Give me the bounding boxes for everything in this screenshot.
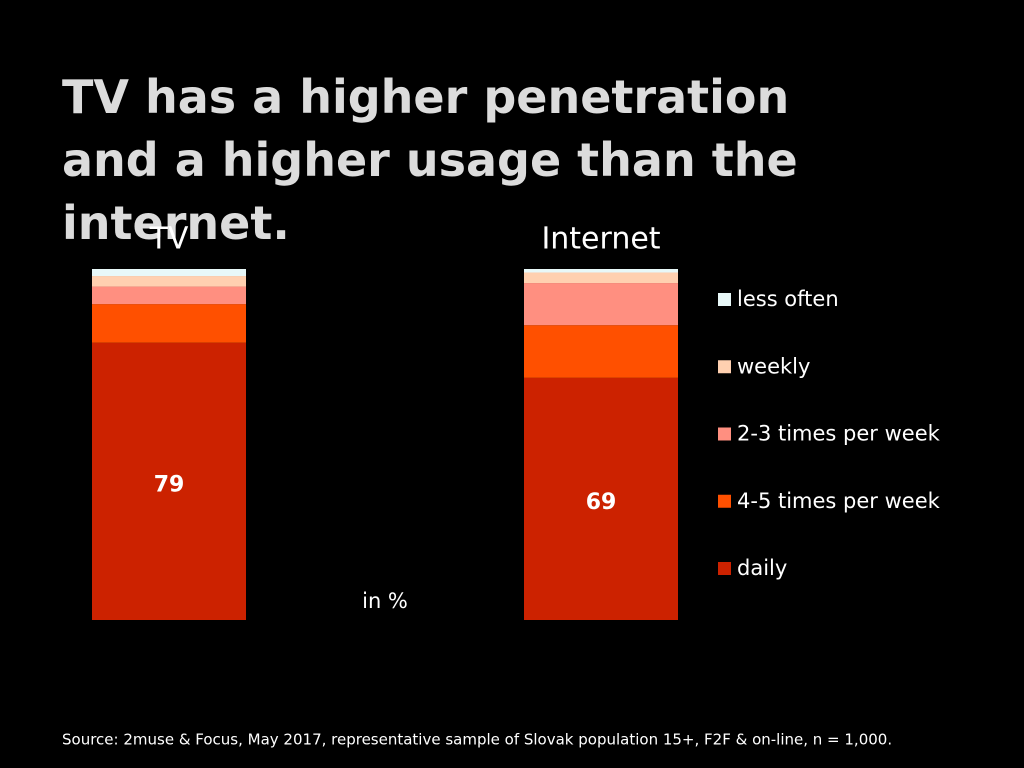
legend-label: weekly <box>737 354 810 378</box>
bar-segment <box>92 286 246 305</box>
source-note: Source: 2muse & Focus, May 2017, represe… <box>62 731 892 749</box>
legend-swatch <box>718 427 731 441</box>
data-label: 79 <box>154 472 185 497</box>
bar-segment <box>92 276 246 287</box>
bar-segment <box>92 304 246 343</box>
chart-title: TV has a higher penetration and a higher… <box>62 70 798 250</box>
category-label: Internet <box>541 222 660 257</box>
bar-segment <box>524 269 678 273</box>
bar-segment <box>92 342 246 620</box>
legend-swatch <box>718 293 731 306</box>
legend-swatch <box>718 360 731 374</box>
legend-label: daily <box>737 556 787 580</box>
bar-segment <box>524 272 678 284</box>
legend-swatch <box>718 494 731 508</box>
legend-label: less often <box>737 287 839 311</box>
bar-segment <box>524 325 678 378</box>
legend-label: 2-3 times per week <box>737 422 941 446</box>
data-label: 69 <box>586 490 617 515</box>
legend-swatch <box>718 562 731 575</box>
legend-label: 4-5 times per week <box>737 489 941 513</box>
bar-segment <box>524 377 678 620</box>
bar-segment <box>92 269 246 277</box>
unit-note: in % <box>362 589 408 613</box>
category-label: TV <box>149 222 189 257</box>
bar-segment <box>524 283 678 326</box>
